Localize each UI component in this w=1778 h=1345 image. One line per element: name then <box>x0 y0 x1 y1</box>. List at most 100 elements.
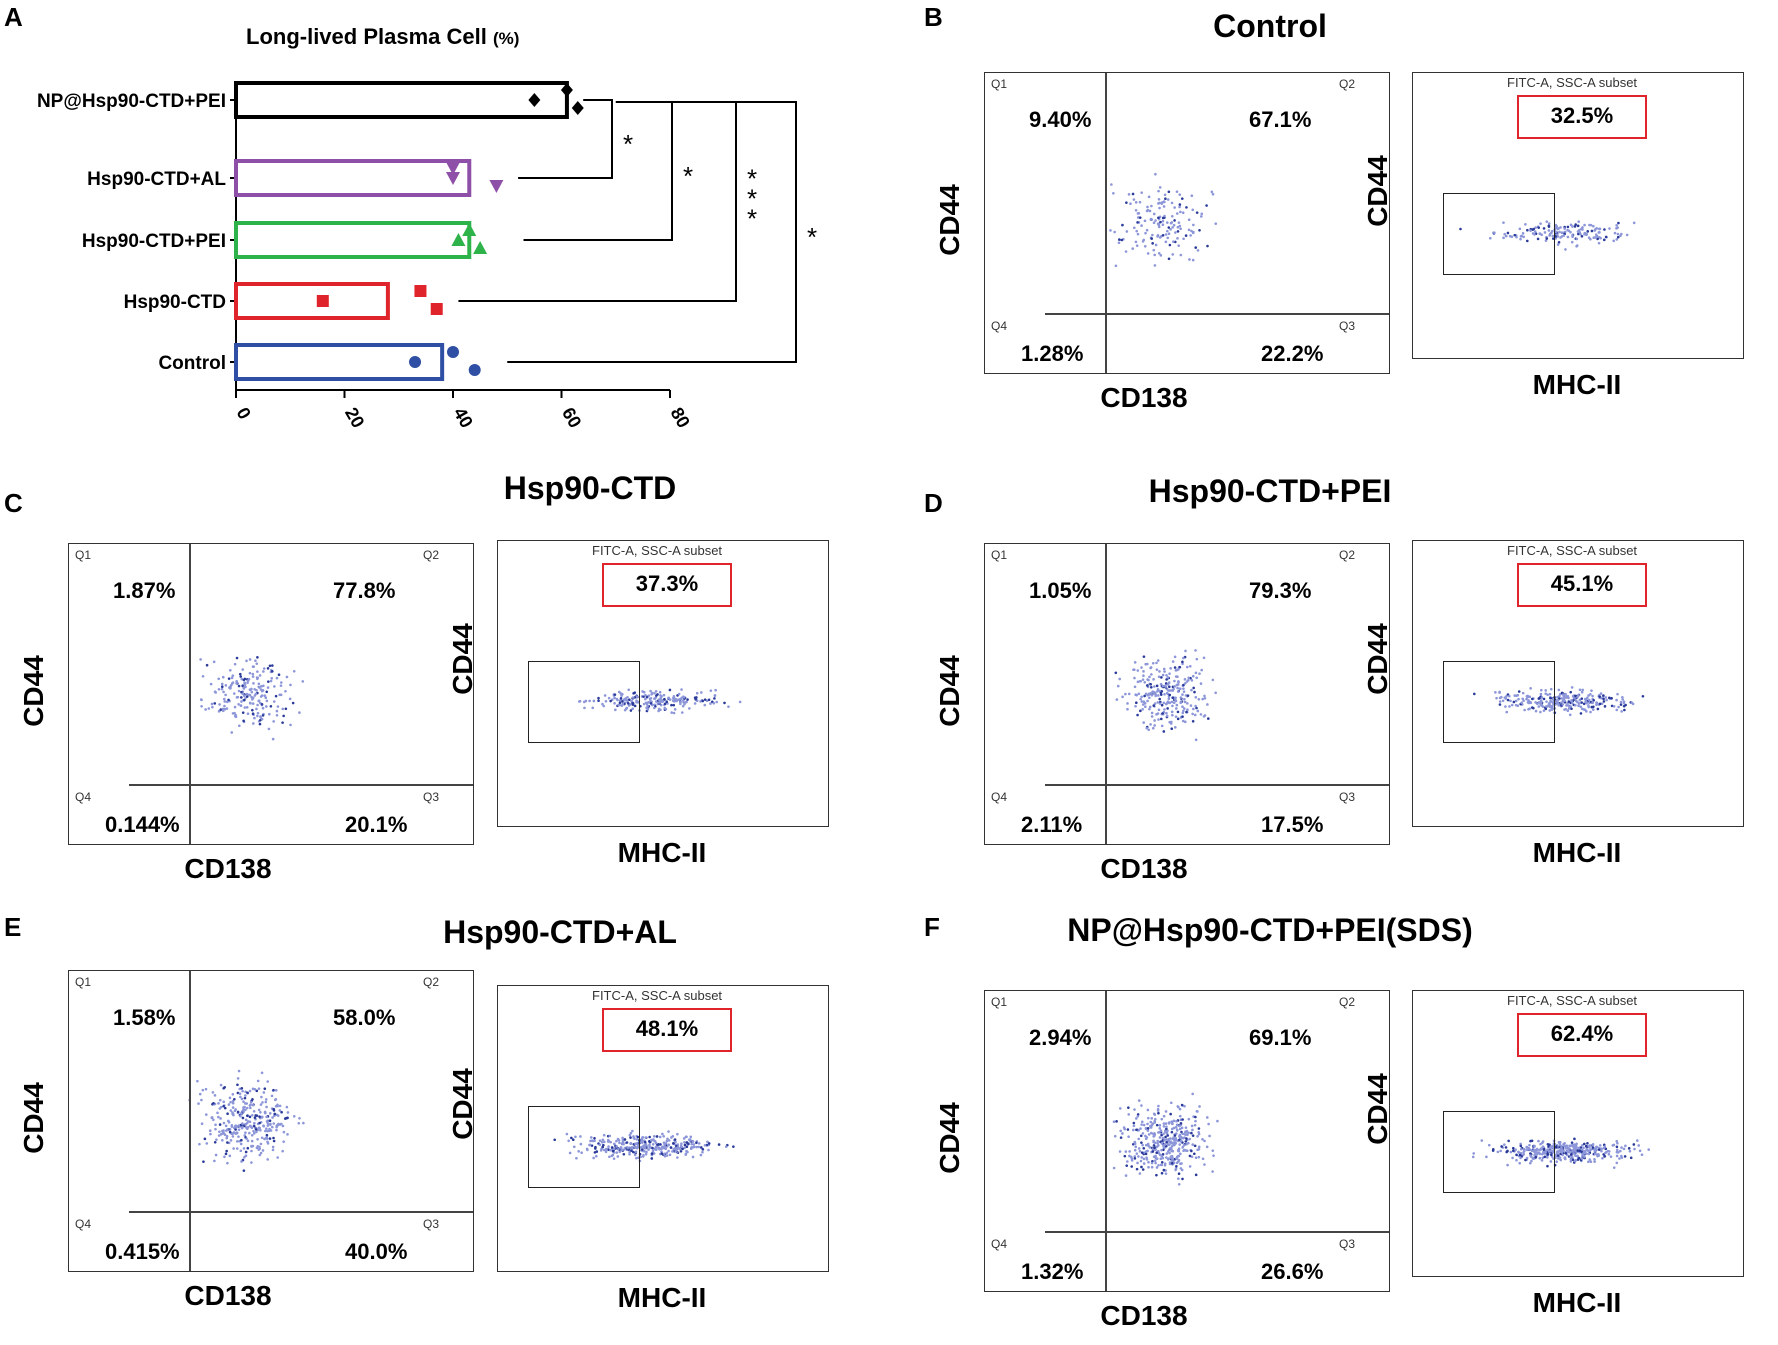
facs-title-0: Control <box>1213 8 1327 44</box>
bar-chart: NP@Hsp90-CTD+PEI Hsp90-CTD+AL Hsp90-CTD+PE… <box>37 81 817 431</box>
quadrant-percent-q3: 17.5% <box>1261 812 1324 837</box>
x-axis-label-left: CD138 <box>1100 853 1188 884</box>
quadrant-divider-horizontal <box>1045 1231 1389 1233</box>
quadrant-percent-q3: 20.1% <box>345 812 408 837</box>
significance-star-2: * <box>747 164 757 194</box>
quadrant-divider-horizontal <box>1045 784 1389 786</box>
quadrant-label-q1: Q1 <box>991 77 1008 91</box>
quadrant-divider-vertical <box>189 544 191 844</box>
quadrant-scatter-2 <box>1114 649 1217 742</box>
quadrant-plot-2: Q1 Q2 Q3 Q4 1.05% 79.3% 17.5% 2.11% <box>984 543 1390 845</box>
quadrant-scatter-0 <box>1109 172 1218 268</box>
significance-bracket-0 <box>518 99 613 179</box>
data-point <box>560 83 573 97</box>
quadrant-plot-3: Q1 Q2 Q3 Q4 1.58% 58.0% 40.0% 0.415% <box>68 970 474 1272</box>
quadrant-percent-q1: 2.94% <box>1029 1025 1092 1050</box>
x-axis-label-right: MHC-II <box>617 837 707 868</box>
gate-scatter-1 <box>578 688 742 715</box>
quadrant-divider-horizontal <box>129 1211 473 1213</box>
quadrant-percent-q3: 26.6% <box>1261 1259 1324 1284</box>
quadrant-label-q1: Q1 <box>991 548 1008 562</box>
bar-2 <box>234 221 472 259</box>
significance-bracket-1 <box>523 101 673 241</box>
quadrant-percent-q1: 1.87% <box>113 578 176 603</box>
y-axis-label-right: CD44 <box>446 1067 478 1140</box>
bar-chart-title-unit: (%) <box>492 29 520 48</box>
quadrant-percent-q4: 1.28% <box>1021 341 1084 366</box>
quadrant-percent-q1: 9.40% <box>1029 107 1092 132</box>
significance-star-2: * <box>747 204 757 234</box>
quadrant-percent-q2: 69.1% <box>1249 1025 1312 1050</box>
quadrant-label-q4: Q4 <box>991 319 1008 333</box>
x-tick-label: 80 <box>667 404 694 431</box>
gate-percent: 32.5% <box>1517 95 1647 139</box>
quadrant-divider-vertical <box>1105 73 1107 373</box>
quadrant-percent-q4: 0.415% <box>105 1239 180 1264</box>
category-label-0: NP@Hsp90-CTD+PEI <box>37 91 226 112</box>
x-axis-label-right: MHC-II <box>1532 1287 1622 1318</box>
quadrant-label-q3: Q3 <box>423 790 440 804</box>
y-axis-label-left: CD44 <box>17 1082 49 1154</box>
quadrant-percent-q4: 2.11% <box>1021 812 1083 837</box>
gate-plot-4: FITC-A, SSC-A subset 62.4% <box>1412 990 1744 1277</box>
quadrant-label-q1: Q1 <box>991 995 1008 1009</box>
bar-chart-title: Long-lived Plasma Cell (%) <box>246 24 519 50</box>
panel-letter-c: C <box>4 488 23 518</box>
gate-percent: 37.3% <box>602 563 732 607</box>
data-point <box>316 295 329 307</box>
quadrant-plot-0: Q1 Q2 Q3 Q4 9.40% 67.1% 22.2% 1.28% <box>984 72 1390 374</box>
x-axis-label-left: CD138 <box>184 853 272 884</box>
quadrant-plot-1: Q1 Q2 Q3 Q4 1.87% 77.8% 20.1% 0.144% <box>68 543 474 845</box>
quadrant-scatter-1 <box>199 656 305 741</box>
quadrant-percent-q2: 67.1% <box>1249 107 1312 132</box>
quadrant-percent-q3: 40.0% <box>345 1239 408 1264</box>
significance-star-0: * <box>623 129 633 159</box>
significance-bracket-2 <box>458 101 737 302</box>
quadrant-label-q3: Q3 <box>423 1217 440 1231</box>
y-axis-label-left: CD44 <box>933 184 965 256</box>
data-point <box>414 285 427 297</box>
bar-4 <box>234 343 445 381</box>
gate-scatter-2 <box>1473 686 1645 717</box>
data-point <box>571 101 584 115</box>
data-point <box>446 172 460 185</box>
x-axis-label-left: CD138 <box>1100 382 1188 413</box>
facs-title-1: Hsp90-CTD <box>503 470 677 506</box>
gate-rectangle <box>528 661 640 743</box>
quadrant-scatter-4 <box>1112 1092 1219 1186</box>
gate-rectangle <box>1443 1111 1555 1193</box>
bar-chart-title-text: Long-lived Plasma Cell <box>246 24 487 49</box>
quadrant-divider-vertical <box>189 971 191 1271</box>
quadrant-label-q2: Q2 <box>423 548 440 562</box>
panel-letter-d: D <box>924 488 943 518</box>
significance-star-2: * <box>747 184 757 214</box>
x-tick-label: 60 <box>558 404 585 431</box>
quadrant-label-q2: Q2 <box>423 975 440 989</box>
x-tick-label: 20 <box>341 404 368 431</box>
quadrant-label-q2: Q2 <box>1339 77 1356 91</box>
data-point <box>430 303 443 315</box>
y-axis-label-left: CD44 <box>933 1102 965 1174</box>
y-axis-label-right: CD44 <box>1361 1072 1393 1145</box>
quadrant-label-q2: Q2 <box>1339 995 1356 1009</box>
quadrant-divider-vertical <box>1105 544 1107 844</box>
x-tick-label: 0 <box>233 404 255 423</box>
quadrant-label-q3: Q3 <box>1339 1237 1356 1251</box>
y-axis-label-right: CD44 <box>1361 622 1393 695</box>
x-axis-label-left: CD138 <box>1100 1300 1188 1331</box>
panel-letter-b: B <box>924 2 943 32</box>
y-axis-label-right: CD44 <box>1361 154 1393 227</box>
data-point <box>473 241 488 254</box>
quadrant-label-q1: Q1 <box>75 548 92 562</box>
gate-subset-label: FITC-A, SSC-A subset <box>1507 993 1638 1008</box>
quadrant-divider-vertical <box>1105 991 1107 1291</box>
quadrant-percent-q4: 1.32% <box>1021 1259 1084 1284</box>
facs-title-3: Hsp90-CTD+AL <box>443 914 677 950</box>
gate-rectangle <box>528 1106 640 1188</box>
x-axis-label-right: MHC-II <box>1532 369 1622 400</box>
bar-1 <box>234 159 472 197</box>
panel-letter-e: E <box>4 912 22 942</box>
significance-star-3: * <box>807 222 817 252</box>
gate-rectangle <box>1443 661 1555 743</box>
data-point <box>409 356 422 368</box>
